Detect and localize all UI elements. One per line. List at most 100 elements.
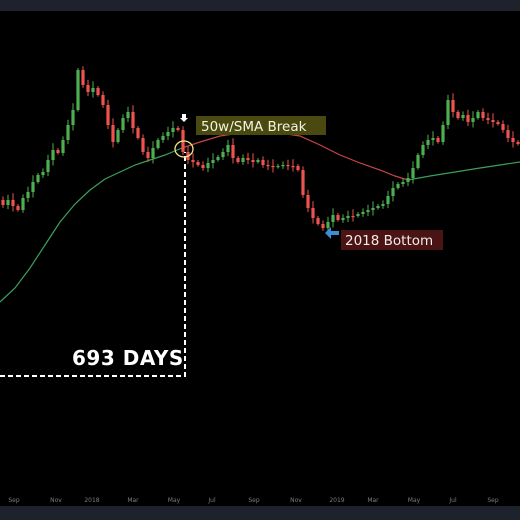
candle	[271, 159, 275, 173]
candle	[406, 172, 410, 187]
candle	[261, 156, 265, 168]
candle	[196, 160, 200, 167]
candle	[241, 154, 245, 165]
candle	[156, 138, 160, 150]
candle	[321, 220, 325, 231]
candle	[211, 153, 215, 169]
top-bar	[0, 0, 520, 11]
x-tick-label: Sep	[248, 497, 260, 504]
candle	[481, 108, 485, 121]
candle	[66, 119, 70, 145]
candle	[201, 161, 205, 171]
candle	[341, 214, 345, 223]
candle	[446, 94, 450, 130]
candle	[301, 166, 305, 198]
candle	[6, 194, 10, 210]
candle	[71, 103, 75, 131]
sma-line-above	[0, 147, 183, 303]
candle	[86, 79, 90, 97]
candle	[266, 159, 270, 171]
x-tick-label: Nov	[290, 497, 302, 504]
candle	[136, 126, 140, 140]
bottom-label: 2018 Bottom	[345, 233, 433, 249]
x-tick-label: Sep	[8, 497, 20, 504]
candle	[436, 136, 440, 144]
candle	[346, 210, 350, 223]
candle	[516, 140, 520, 146]
x-tick-label: Jul	[448, 497, 457, 504]
candle	[401, 178, 405, 187]
candle	[466, 109, 470, 127]
candle	[296, 164, 300, 172]
candle	[276, 164, 280, 169]
candle	[41, 168, 45, 178]
candle	[256, 158, 260, 164]
x-tick-label: Nov	[50, 497, 62, 504]
x-tick-label: Sep	[487, 497, 499, 504]
candle	[366, 204, 370, 217]
candle	[361, 208, 365, 217]
interval-marker	[0, 152, 186, 377]
x-tick-label: May	[408, 497, 421, 504]
candle	[281, 161, 285, 169]
candle	[396, 182, 400, 190]
candle	[91, 81, 95, 98]
candle	[426, 134, 430, 150]
candle	[111, 118, 115, 148]
candle	[176, 126, 180, 132]
sma-line-below	[181, 131, 409, 181]
candle	[1, 196, 5, 208]
candle	[331, 208, 335, 228]
x-tick-label: 2018	[84, 497, 99, 504]
candle	[476, 110, 480, 120]
break-circle	[174, 140, 194, 158]
candle	[166, 126, 170, 141]
candle	[501, 120, 505, 133]
candle	[246, 152, 250, 165]
bottom-bar	[0, 506, 520, 520]
sma-line-above-2	[407, 161, 520, 181]
candle	[51, 143, 55, 166]
candle	[21, 194, 25, 213]
candle	[131, 105, 135, 134]
x-tick-label: Mar	[127, 497, 139, 504]
candle	[371, 201, 375, 216]
candle	[506, 124, 510, 143]
candle	[351, 209, 355, 222]
moving-average-layer	[0, 131, 520, 303]
candle	[96, 86, 100, 97]
candle	[81, 66, 85, 88]
candle	[146, 146, 150, 163]
candle	[491, 113, 495, 128]
candle	[451, 93, 455, 118]
down-arrow-icon	[180, 114, 188, 122]
candle	[16, 204, 20, 212]
candle	[31, 175, 35, 198]
candle	[121, 114, 125, 133]
candles-layer	[1, 66, 520, 233]
candle	[461, 111, 465, 121]
candle	[116, 128, 120, 144]
candle	[231, 138, 235, 164]
candle	[441, 121, 445, 145]
candle	[36, 173, 40, 184]
x-tick-label: Jul	[207, 497, 216, 504]
candle	[511, 131, 515, 148]
candle	[126, 106, 130, 123]
candle	[251, 153, 255, 168]
candle	[391, 181, 395, 202]
bottom-label-box	[341, 230, 443, 250]
candle	[171, 121, 175, 138]
candle	[226, 139, 230, 157]
candle	[291, 159, 295, 172]
candle	[411, 161, 415, 184]
candle	[61, 136, 65, 156]
candle	[56, 148, 60, 155]
candle	[101, 91, 105, 108]
candle	[381, 200, 385, 209]
candle	[421, 141, 425, 158]
candle	[151, 141, 155, 164]
left-arrow-icon	[325, 227, 339, 239]
candle	[236, 156, 240, 164]
